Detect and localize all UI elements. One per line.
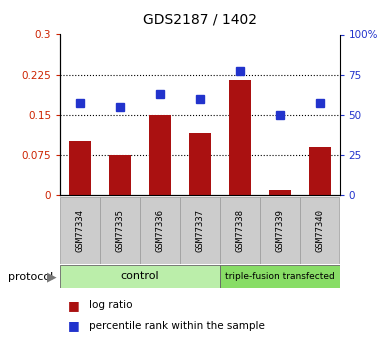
Bar <box>308 147 331 195</box>
Text: log ratio: log ratio <box>89 300 133 310</box>
Bar <box>149 115 171 195</box>
Bar <box>229 80 251 195</box>
Text: percentile rank within the sample: percentile rank within the sample <box>89 321 265 331</box>
Text: ■: ■ <box>68 319 80 333</box>
Bar <box>60 265 220 288</box>
Text: GSM77340: GSM77340 <box>315 209 324 252</box>
Bar <box>180 197 220 264</box>
Bar <box>189 134 211 195</box>
Text: triple-fusion transfected: triple-fusion transfected <box>225 272 334 281</box>
Bar <box>109 155 131 195</box>
Bar <box>69 141 91 195</box>
Text: GDS2187 / 1402: GDS2187 / 1402 <box>143 12 257 26</box>
Text: ▶: ▶ <box>47 270 56 283</box>
Bar <box>220 197 260 264</box>
Bar <box>260 197 300 264</box>
Bar <box>220 265 340 288</box>
Text: control: control <box>121 272 159 281</box>
Text: GSM77334: GSM77334 <box>76 209 85 252</box>
Bar <box>300 197 340 264</box>
Text: GSM77335: GSM77335 <box>116 209 125 252</box>
Bar <box>100 197 140 264</box>
Text: protocol: protocol <box>8 272 53 282</box>
Text: GSM77337: GSM77337 <box>195 209 204 252</box>
Text: GSM77336: GSM77336 <box>156 209 165 252</box>
Bar <box>140 197 180 264</box>
Bar <box>60 197 100 264</box>
Text: GSM77339: GSM77339 <box>275 209 284 252</box>
Text: GSM77338: GSM77338 <box>235 209 244 252</box>
Bar <box>268 190 291 195</box>
Text: ■: ■ <box>68 299 80 312</box>
